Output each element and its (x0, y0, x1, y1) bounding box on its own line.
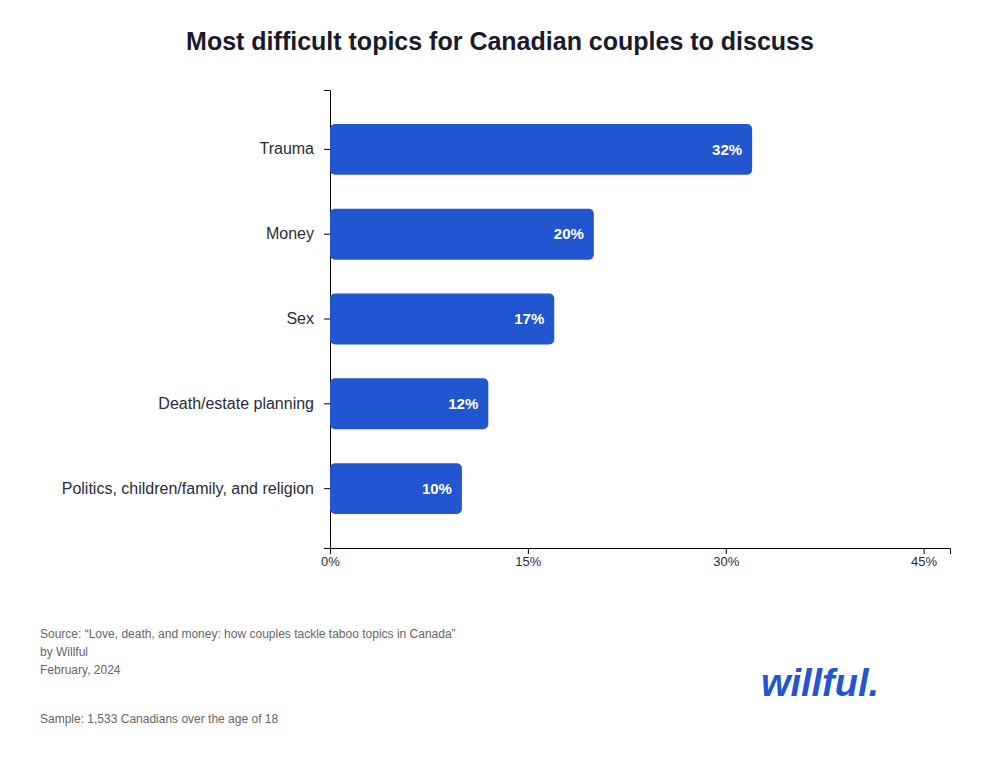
x-tick-mark (726, 548, 727, 554)
data-label: 17% (514, 310, 544, 327)
x-tick-mark (924, 548, 925, 554)
x-tick: 45% (911, 548, 937, 569)
x-tick-label: 45% (911, 554, 937, 569)
data-labels: 10% 12% 17% 20% 32% (422, 141, 742, 497)
bar (330, 209, 594, 260)
source-note-line: February, 2024 (40, 663, 121, 677)
source-note: Source: “Love, death, and money: how cou… (40, 627, 456, 677)
x-tick: 15% (515, 548, 541, 569)
x-tick-label: 0% (321, 554, 340, 569)
data-label: 10% (422, 480, 452, 497)
x-tick: 0% (321, 548, 340, 569)
data-label: 32% (712, 141, 742, 158)
y-tick-label: Death/estate planning (158, 395, 314, 412)
y-tick-mark (324, 488, 330, 489)
y-tick-label: Trauma (259, 140, 314, 157)
y-tick-mark (324, 149, 330, 150)
y-tick-label: Sex (286, 310, 314, 327)
title: Most difficult topics for Canadian coupl… (186, 27, 814, 55)
y-tick-label: Politics, children/family, and religion (62, 480, 314, 497)
y-axis: Politics, children/family, and religion D… (62, 91, 331, 549)
y-tick: Sex (286, 310, 330, 327)
source-note-line: by Willful (40, 645, 88, 659)
y-tick: Money (266, 225, 330, 242)
y-tick: Trauma (259, 140, 330, 157)
chart-container: Most difficult topics for Canadian coupl… (0, 0, 1000, 768)
data-label: 20% (554, 225, 584, 242)
y-tick-label: Money (266, 225, 314, 242)
bar (330, 463, 462, 514)
bar (330, 124, 752, 175)
x-tick: 30% (713, 548, 739, 569)
bar (330, 378, 488, 429)
y-tick: Politics, children/family, and religion (62, 480, 330, 497)
source-note-line: Source: “Love, death, and money: how cou… (40, 627, 456, 641)
x-axis: 0% 15% 30% 45% (321, 548, 950, 569)
bar (330, 294, 554, 345)
y-tick: Death/estate planning (158, 395, 330, 412)
plot: 0% 15% 30% 45% Politics, children/family, an… (62, 91, 951, 570)
data-label: 12% (448, 395, 478, 412)
sample-note: Sample: 1,533 Canadians over the age of … (40, 712, 278, 726)
y-axis-line (324, 91, 331, 549)
bars (330, 124, 752, 514)
chart-svg: Most difficult topics for Canadian coupl… (0, 0, 1000, 768)
logo-text: willful. (761, 662, 879, 704)
x-tick-label: 30% (713, 554, 739, 569)
y-tick-mark (324, 234, 330, 235)
x-tick-mark (528, 548, 529, 554)
x-tick-label: 15% (515, 554, 541, 569)
x-axis-line (331, 549, 951, 555)
y-tick-mark (324, 403, 330, 404)
y-tick-mark (324, 319, 330, 320)
